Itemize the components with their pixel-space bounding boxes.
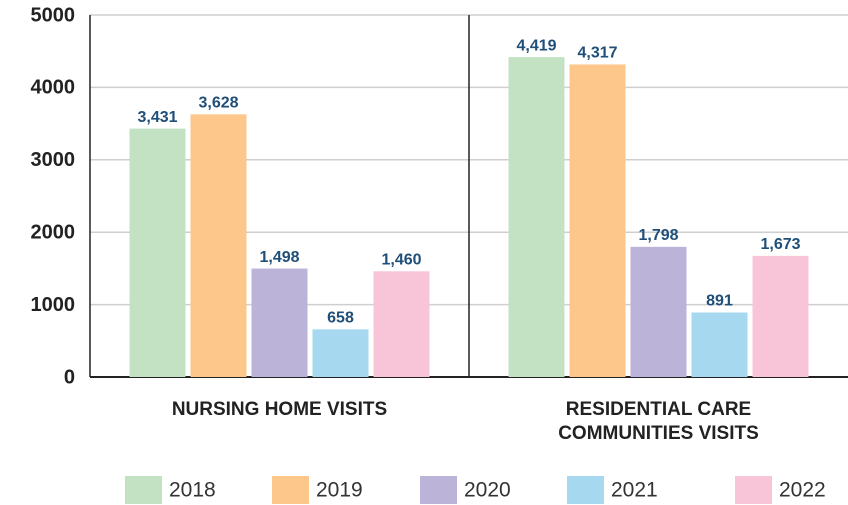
data-label: 4,317 (577, 45, 617, 62)
data-label: 3,628 (198, 95, 238, 112)
legend-swatch (272, 476, 309, 504)
data-label: 1,498 (259, 249, 299, 266)
y-tick-label: 3000 (31, 149, 76, 171)
legend-swatch (735, 476, 772, 504)
data-label: 1,460 (381, 252, 421, 269)
data-label: 4,419 (516, 37, 556, 54)
data-label: 658 (327, 310, 354, 327)
bar (129, 128, 186, 377)
x-tick-label: NURSING HOME VISITS (171, 399, 388, 420)
legend-label: 2022 (779, 479, 826, 502)
bar (752, 255, 809, 377)
data-label: 891 (706, 293, 733, 310)
data-label: 3,431 (137, 109, 177, 126)
legend-swatch (125, 476, 162, 504)
bar (630, 246, 687, 377)
bar (312, 329, 369, 377)
y-tick-label: 4000 (31, 77, 76, 99)
y-tick-label: 0 (64, 366, 75, 388)
legend-swatch (567, 476, 604, 504)
data-label: 1,673 (760, 236, 800, 253)
legend-label: 2018 (169, 479, 216, 502)
y-tick-label: 2000 (31, 221, 76, 243)
y-tick-label: 5000 (31, 4, 76, 26)
legend-swatch (420, 476, 457, 504)
bar (508, 57, 565, 378)
bar (190, 114, 247, 378)
bar (569, 64, 626, 377)
legend-label: 2021 (611, 479, 658, 502)
bar (373, 271, 430, 377)
legend-label: 2019 (316, 479, 363, 502)
data-label: 1,798 (638, 227, 678, 244)
legend-label: 2020 (464, 479, 511, 502)
bar (691, 312, 748, 377)
bar (251, 268, 308, 377)
y-tick-label: 1000 (31, 294, 76, 316)
x-tick-label: RESIDENTIAL CARE COMMUNITIES VISITS (558, 399, 759, 444)
